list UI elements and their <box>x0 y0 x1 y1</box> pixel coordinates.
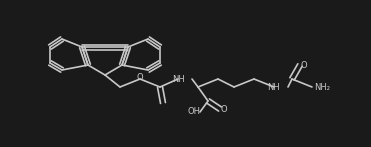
Text: O: O <box>137 72 143 81</box>
Text: NH₂: NH₂ <box>314 82 330 91</box>
Text: NH: NH <box>267 82 280 91</box>
Text: O: O <box>301 61 307 70</box>
Text: O: O <box>221 105 227 113</box>
Text: OH: OH <box>187 107 200 117</box>
Text: NH: NH <box>172 75 184 83</box>
